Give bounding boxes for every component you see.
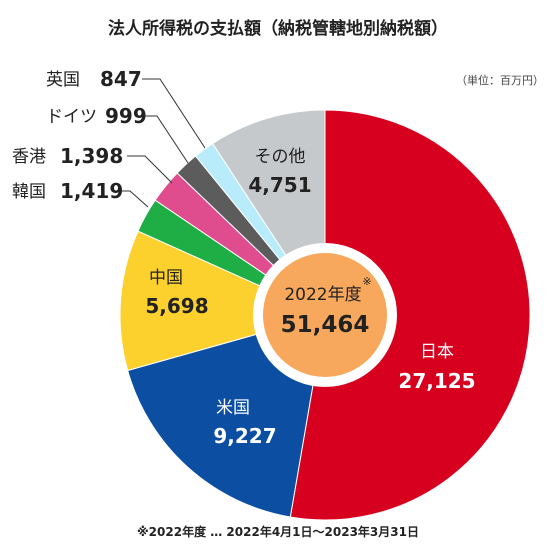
slice-value-香港: 1,398 [60,144,123,168]
slice-中国 [119,230,327,372]
slice-value-韓国: 1,419 [60,179,123,203]
unit-label: （単位：百万円） [456,74,544,87]
slice-name-韓国: 韓国 [12,182,46,202]
chart-title: 法人所得税の支払額（納税管轄地別納税額） [108,19,448,39]
slice-name-香港: 香港 [12,147,46,167]
slice-name-その他: その他 [255,147,306,167]
slice-value-米国: 9,227 [213,424,276,448]
center-total: 51,464 [281,312,370,338]
slice-value-英国: 847 [100,67,142,91]
slice-value-その他: 4,751 [248,173,311,197]
footnote: ※2022年度 … 2022年4月1日～2023年3月31日 [137,525,419,539]
slice-日本 [289,109,531,521]
center-note-mark: ※ [362,275,371,288]
leader-line-ドイツ [144,115,189,164]
leader-line-英国 [142,78,206,149]
slice-value-中国: 5,698 [145,294,208,318]
slice-name-日本: 日本 [420,342,454,362]
slice-name-ドイツ: ドイツ [46,107,97,127]
slice-name-英国: 英国 [46,70,80,90]
slice-value-日本: 27,125 [398,369,475,393]
slice-name-米国: 米国 [216,398,250,418]
slice-value-ドイツ: 999 [105,104,147,128]
leader-line-韓国 [122,190,149,208]
center-disk [263,253,387,377]
center-year-label: 2022年度 [284,285,361,305]
leader-line-香港 [127,155,173,184]
slice-name-中国: 中国 [149,268,183,288]
